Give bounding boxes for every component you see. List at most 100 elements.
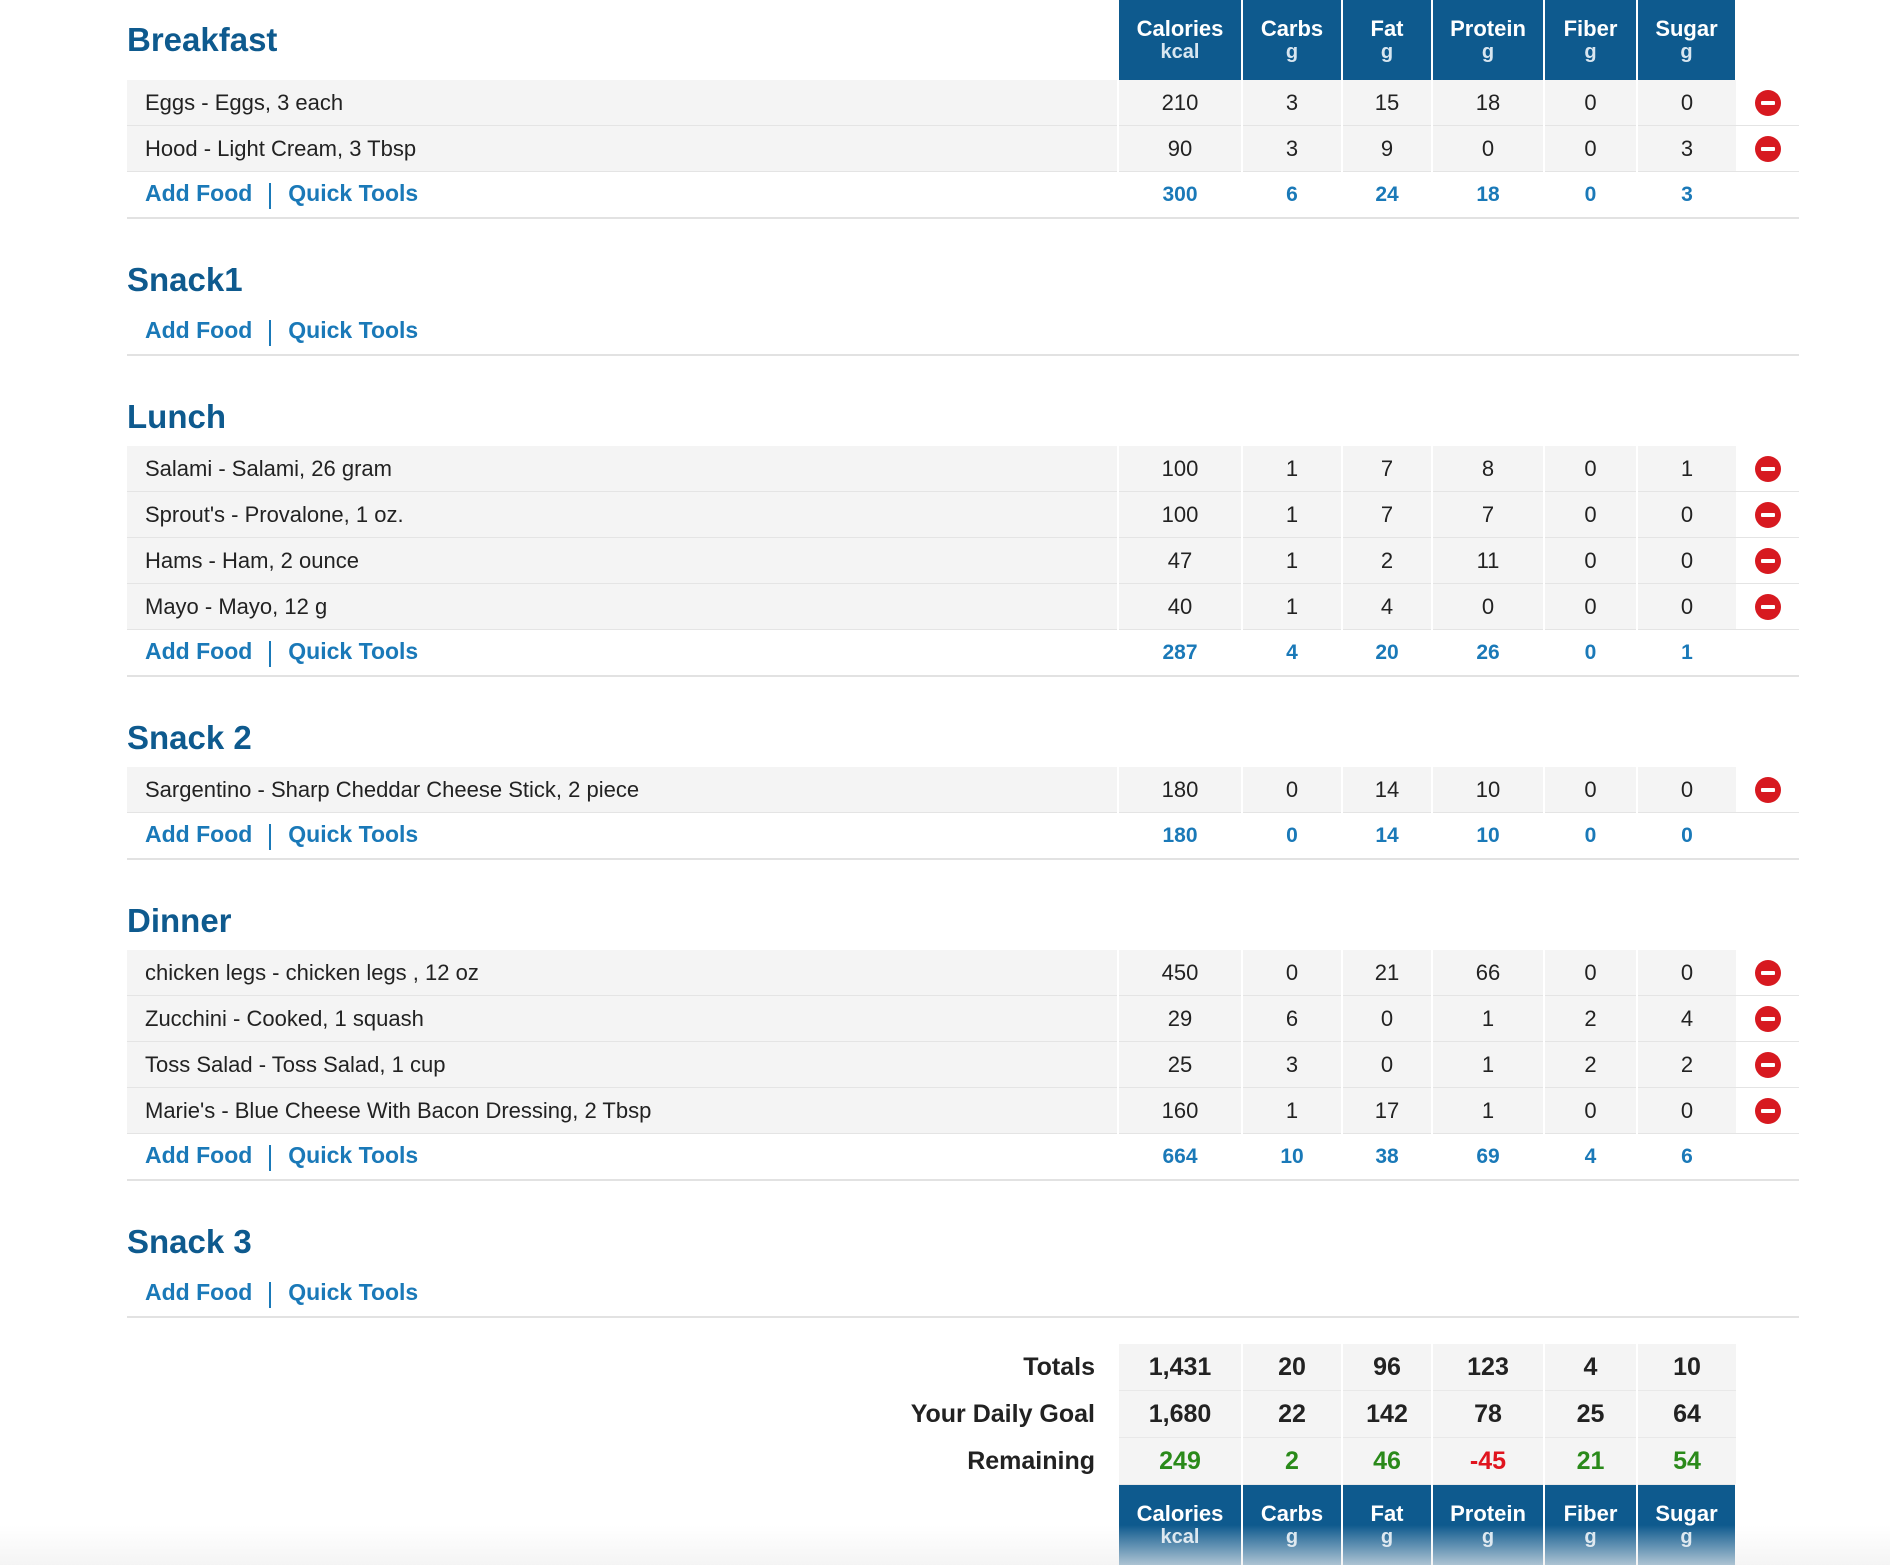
header-blank xyxy=(1736,0,1799,80)
meal-total-calories xyxy=(1118,1271,1242,1317)
column-unit: g xyxy=(1343,1526,1431,1548)
food-carbs: 0 xyxy=(1242,950,1342,996)
food-name[interactable]: Sargentino - Sharp Cheddar Cheese Stick,… xyxy=(127,767,1118,813)
header-blank xyxy=(1432,218,1544,309)
header-blank xyxy=(1544,1180,1637,1271)
food-sugar: 1 xyxy=(1637,446,1736,492)
quick-tools-link[interactable]: Quick Tools xyxy=(288,1142,418,1168)
add-food-link[interactable]: Add Food xyxy=(145,1279,252,1305)
add-food-link[interactable]: Add Food xyxy=(145,638,252,664)
header-blank xyxy=(1637,676,1736,767)
summary-blank xyxy=(1736,1344,1799,1391)
quick-tools-link[interactable]: Quick Tools xyxy=(288,1279,418,1305)
column-label: Calories xyxy=(1119,17,1241,41)
header-blank xyxy=(1637,859,1736,950)
remove-circle-icon[interactable] xyxy=(1755,136,1781,162)
food-fiber: 0 xyxy=(1544,950,1637,996)
summary-goal-protein: 78 xyxy=(1432,1391,1544,1438)
remove-circle-icon[interactable] xyxy=(1755,456,1781,482)
food-name[interactable]: Salami - Salami, 26 gram xyxy=(127,446,1118,492)
food-calories: 450 xyxy=(1118,950,1242,996)
food-fiber: 2 xyxy=(1544,996,1637,1042)
header-blank xyxy=(1736,859,1799,950)
add-food-link[interactable]: Add Food xyxy=(145,317,252,343)
remove-circle-icon[interactable] xyxy=(1755,1098,1781,1124)
summary-totals-carbs: 20 xyxy=(1242,1344,1342,1391)
food-calories: 40 xyxy=(1118,584,1242,630)
meal-header-row: Snack 3 xyxy=(127,1180,1799,1271)
food-name[interactable]: Zucchini - Cooked, 1 squash xyxy=(127,996,1118,1042)
delete-cell xyxy=(1736,538,1799,584)
food-entry-row[interactable]: Marie's - Blue Cheese With Bacon Dressin… xyxy=(127,1088,1799,1134)
food-protein: 0 xyxy=(1432,126,1544,172)
remove-circle-icon[interactable] xyxy=(1755,777,1781,803)
header-blank xyxy=(1637,355,1736,446)
food-carbs: 1 xyxy=(1242,446,1342,492)
food-name[interactable]: Marie's - Blue Cheese With Bacon Dressin… xyxy=(127,1088,1118,1134)
column-label: Sugar xyxy=(1638,1502,1735,1526)
meal-total-carbs: 4 xyxy=(1242,630,1342,677)
header-blank xyxy=(1342,218,1432,309)
remove-circle-icon[interactable] xyxy=(1755,90,1781,116)
summary-label: Your Daily Goal xyxy=(127,1391,1118,1438)
food-name[interactable]: Mayo - Mayo, 12 g xyxy=(127,584,1118,630)
meal-title-cell: Lunch xyxy=(127,355,1118,446)
food-name[interactable]: Toss Salad - Toss Salad, 1 cup xyxy=(127,1042,1118,1088)
action-blank xyxy=(1736,813,1799,860)
food-name[interactable]: chicken legs - chicken legs , 12 oz xyxy=(127,950,1118,996)
summary-totals-fiber: 4 xyxy=(1544,1344,1637,1391)
summary-goal-fat: 142 xyxy=(1342,1391,1432,1438)
remove-circle-icon[interactable] xyxy=(1755,1052,1781,1078)
quick-tools-link[interactable]: Quick Tools xyxy=(288,317,418,343)
remove-circle-icon[interactable] xyxy=(1755,594,1781,620)
header-blank xyxy=(1637,218,1736,309)
header-blank xyxy=(1736,218,1799,309)
meal-total-sugar: 3 xyxy=(1637,172,1736,219)
add-food-link[interactable]: Add Food xyxy=(145,821,252,847)
quick-tools-link[interactable]: Quick Tools xyxy=(288,821,418,847)
food-calories: 100 xyxy=(1118,446,1242,492)
meal-total-fiber: 0 xyxy=(1544,630,1637,677)
header-blank xyxy=(1544,676,1637,767)
header-blank xyxy=(1242,859,1342,950)
add-food-link[interactable]: Add Food xyxy=(145,180,252,206)
header-blank xyxy=(1118,1180,1242,1271)
food-name[interactable]: Hood - Light Cream, 3 Tbsp xyxy=(127,126,1118,172)
food-calories: 90 xyxy=(1118,126,1242,172)
remove-circle-icon[interactable] xyxy=(1755,960,1781,986)
food-name[interactable]: Sprout's - Provalone, 1 oz. xyxy=(127,492,1118,538)
add-food-link[interactable]: Add Food xyxy=(145,1142,252,1168)
food-name[interactable]: Hams - Ham, 2 ounce xyxy=(127,538,1118,584)
food-name[interactable]: Eggs - Eggs, 3 each xyxy=(127,80,1118,126)
remove-circle-icon[interactable] xyxy=(1755,548,1781,574)
food-sugar: 0 xyxy=(1637,767,1736,813)
quick-tools-link[interactable]: Quick Tools xyxy=(288,638,418,664)
quick-tools-link[interactable]: Quick Tools xyxy=(288,180,418,206)
food-entry-row[interactable]: Sargentino - Sharp Cheddar Cheese Stick,… xyxy=(127,767,1799,813)
header-blank xyxy=(1544,859,1637,950)
summary-remaining-carbs: 2 xyxy=(1242,1438,1342,1485)
column-label: Fat xyxy=(1343,17,1431,41)
meal-title-cell: Snack1 xyxy=(127,218,1118,309)
header-blank xyxy=(1118,355,1242,446)
remove-circle-icon[interactable] xyxy=(1755,1006,1781,1032)
header-blank xyxy=(1736,355,1799,446)
action-blank xyxy=(1736,630,1799,677)
remove-circle-icon[interactable] xyxy=(1755,502,1781,528)
